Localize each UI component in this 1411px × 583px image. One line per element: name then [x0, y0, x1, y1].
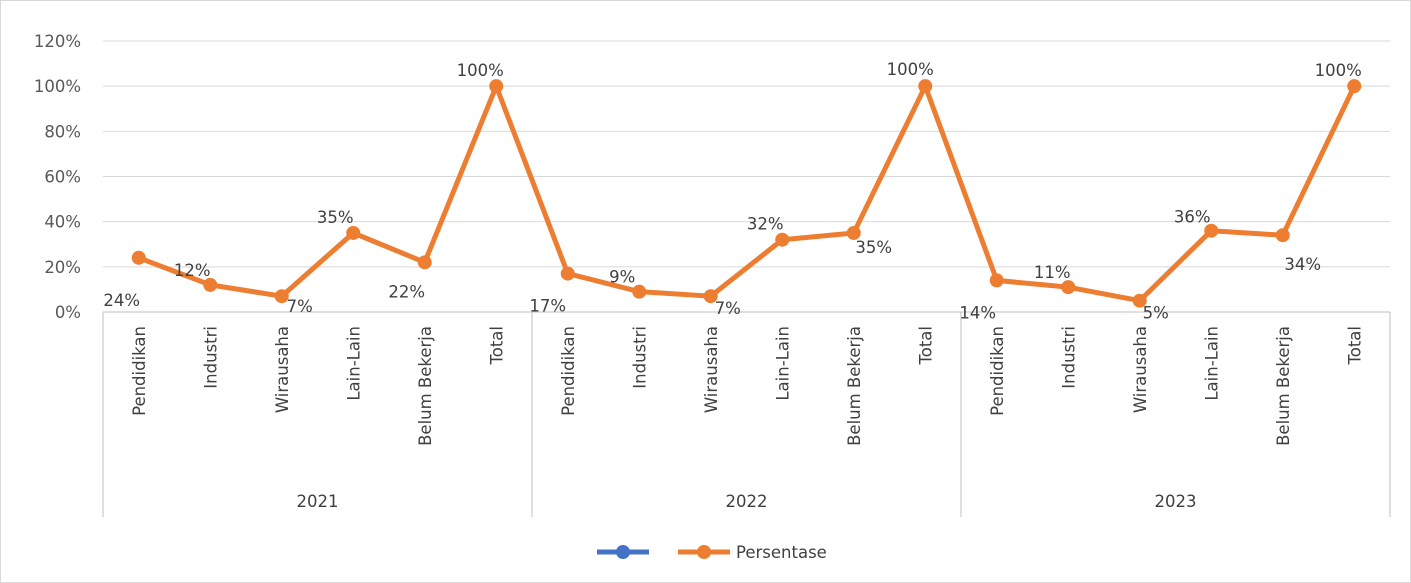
category-label: Pendidikan [988, 326, 1007, 416]
data-label: 34% [1284, 255, 1321, 274]
category-label: Pendidikan [130, 326, 149, 416]
data-point [489, 79, 504, 94]
category-label: Wirausaha [273, 326, 292, 413]
data-label: 12% [174, 261, 211, 280]
series-line-persentase [136, 83, 1357, 304]
data-point [632, 284, 647, 299]
data-point [203, 277, 218, 292]
category-label: Total [487, 326, 506, 366]
data-point [918, 79, 933, 94]
data-label: 100% [457, 61, 504, 80]
y-tick-label: 60% [44, 168, 81, 187]
group-label: 2023 [1155, 492, 1197, 511]
data-point [274, 289, 289, 304]
category-label: Lain-Lain [773, 326, 792, 401]
group-label: 2022 [726, 492, 768, 511]
y-tick-label: 100% [34, 77, 81, 96]
data-point [560, 266, 575, 281]
data-label: 100% [887, 60, 934, 79]
data-label: 36% [1174, 208, 1211, 227]
category-label: Total [1345, 326, 1364, 366]
data-point [1347, 79, 1362, 94]
data-point [1275, 228, 1290, 243]
data-point [346, 225, 361, 240]
category-label: Belum Bekerja [845, 326, 864, 446]
data-point [1061, 280, 1076, 295]
data-point [417, 255, 432, 270]
data-label: 5% [1143, 304, 1169, 323]
category-label: Lain-Lain [344, 326, 363, 401]
data-point [989, 273, 1004, 288]
legend-marker-series-1 [616, 545, 630, 559]
category-label: Industri [1059, 326, 1078, 389]
data-label: 100% [1315, 61, 1362, 80]
data-label: 24% [103, 291, 140, 310]
y-tick-label: 0% [55, 303, 81, 322]
data-label: 35% [317, 208, 354, 227]
y-tick-label: 80% [44, 122, 81, 141]
data-point [703, 289, 718, 304]
legend-label-persentase: Persentase [736, 543, 827, 562]
data-label: 14% [959, 303, 996, 322]
data-label: 9% [609, 268, 635, 287]
category-label: Pendidikan [559, 326, 578, 416]
category-label: Industri [201, 326, 220, 389]
data-point [131, 250, 146, 265]
data-label: 35% [855, 238, 892, 257]
category-label: Lain-Lain [1202, 326, 1221, 401]
data-point [775, 232, 790, 247]
data-label: 7% [287, 297, 313, 316]
data-point [846, 225, 861, 240]
y-tick-label: 120% [34, 32, 81, 51]
category-label: Belum Bekerja [416, 326, 435, 446]
data-label: 22% [388, 282, 425, 301]
category-label: Wirausaha [1131, 326, 1150, 413]
category-label: Belum Bekerja [1274, 326, 1293, 446]
y-tick-label: 20% [44, 258, 81, 277]
data-point [1132, 293, 1147, 308]
data-point [1204, 223, 1219, 238]
category-label: Total [916, 326, 935, 366]
group-label: 2021 [297, 492, 339, 511]
data-label: 17% [529, 297, 566, 316]
y-tick-label: 40% [44, 213, 81, 232]
data-label: 11% [1034, 263, 1071, 282]
data-label: 7% [715, 299, 741, 318]
legend-marker-persentase [697, 545, 711, 559]
data-label: 32% [747, 215, 784, 234]
category-label: Industri [630, 326, 649, 389]
category-label: Wirausaha [702, 326, 721, 413]
